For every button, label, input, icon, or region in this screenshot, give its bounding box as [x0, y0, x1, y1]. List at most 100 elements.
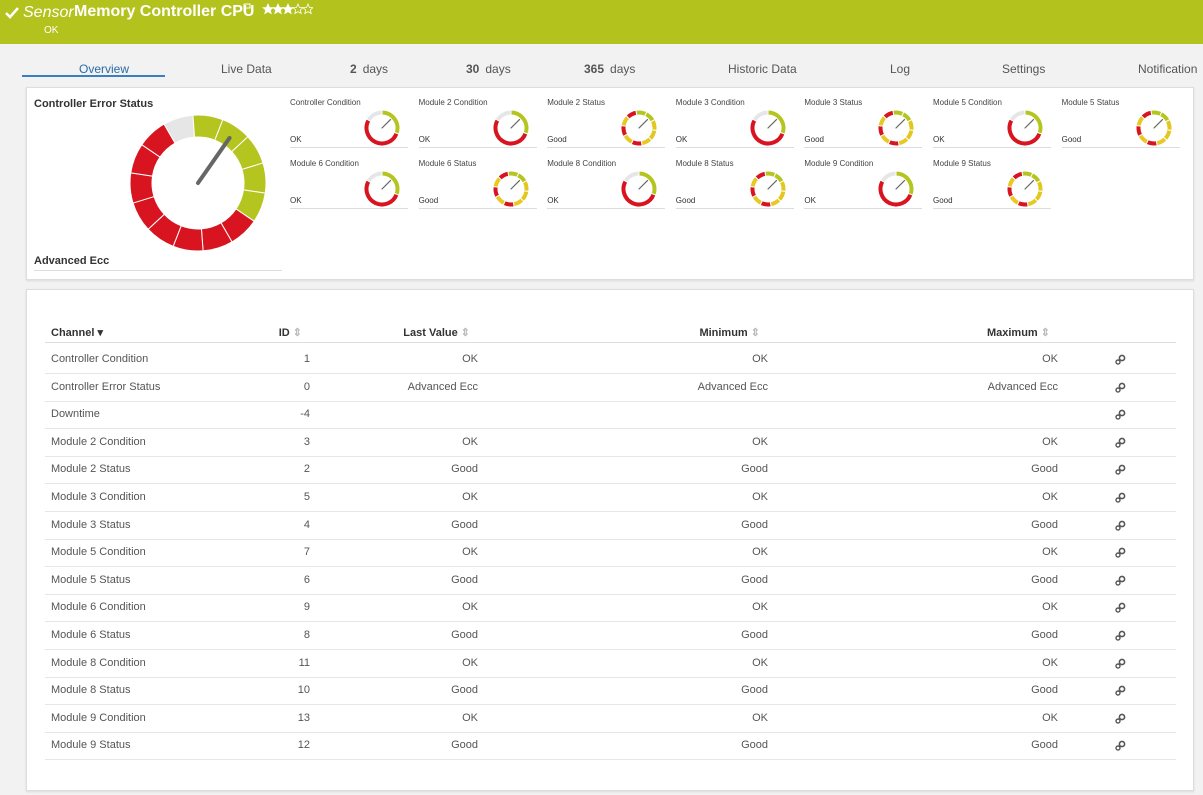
- cell-min: Good: [741, 684, 768, 697]
- small-gauge: [363, 170, 401, 208]
- cell-channel: Module 9 Status: [51, 739, 131, 752]
- gauge-segment: [363, 118, 400, 147]
- channel-settings-icon[interactable]: [1114, 602, 1128, 614]
- cell-min: OK: [752, 711, 768, 724]
- gauge-name: Module 3 Status: [804, 98, 863, 107]
- gauge-name: Module 9 Condition: [804, 159, 874, 168]
- gauge-segment: [638, 170, 658, 196]
- channel-settings-icon[interactable]: [1114, 575, 1128, 587]
- gauge-needle: [895, 118, 906, 129]
- channel-settings-icon[interactable]: [1114, 740, 1128, 752]
- channel-settings-icon[interactable]: [1114, 437, 1128, 449]
- sort-icon[interactable]: ▾: [94, 327, 103, 339]
- cell-last: OK: [462, 435, 478, 448]
- channel-settings-icon[interactable]: [1114, 354, 1128, 366]
- tab[interactable]: Log: [890, 62, 910, 76]
- tab[interactable]: Settings: [1002, 62, 1045, 76]
- cell-id: 7: [303, 546, 310, 559]
- tab-label: Historic Data: [728, 62, 797, 76]
- cell-last: OK: [462, 711, 478, 724]
- gauge-segment: [363, 179, 400, 208]
- row-rule: [45, 483, 1176, 485]
- cell-max: OK: [1042, 546, 1058, 559]
- gauge-value: OK: [290, 135, 302, 144]
- sort-icon[interactable]: ⇕: [747, 327, 760, 339]
- sort-icon[interactable]: ⇕: [1037, 327, 1050, 339]
- gauge-line: [675, 147, 794, 148]
- gauge-value: OK: [675, 135, 688, 144]
- gauge-name: Module 9 Status: [933, 159, 991, 168]
- gauge-segment: [1006, 118, 1043, 147]
- channel-settings-icon[interactable]: [1114, 464, 1128, 476]
- column-header[interactable]: Channel ▾: [51, 327, 103, 339]
- small-gauge: [363, 109, 401, 147]
- column-header[interactable]: ID ⇕: [278, 327, 302, 339]
- table-panel: [26, 289, 1194, 791]
- cell-channel: Module 6 Condition: [51, 601, 146, 614]
- gauge-value: Good: [418, 196, 439, 205]
- cell-id: 2: [303, 463, 310, 476]
- gauge-value: Good: [1061, 135, 1082, 144]
- channel-settings-icon[interactable]: [1114, 409, 1128, 421]
- gauge-value: OK: [804, 196, 816, 205]
- gauge-segment: [898, 136, 911, 147]
- gauge-line: [804, 208, 923, 209]
- cell-min: OK: [752, 656, 768, 669]
- tab-label: days: [485, 62, 511, 76]
- gauge-needle: [1152, 118, 1163, 129]
- channel-settings-icon[interactable]: [1114, 685, 1128, 697]
- channel-settings-icon[interactable]: [1114, 520, 1128, 532]
- cell-last: Good: [451, 684, 478, 697]
- channel-settings-icon[interactable]: [1114, 547, 1128, 559]
- tab[interactable]: Notification: [1138, 62, 1197, 76]
- header-icons: [243, 3, 313, 15]
- gauge-segment: [496, 170, 509, 181]
- gauge-segment: [141, 123, 176, 158]
- cell-id: 1: [303, 353, 310, 365]
- channel-settings-icon[interactable]: [1114, 382, 1128, 394]
- check-icon: [5, 7, 19, 19]
- tab[interactable]: 365 days: [584, 62, 635, 76]
- gauge-segment: [1024, 109, 1044, 135]
- cell-id: 8: [303, 629, 310, 641]
- gauge-needle: [196, 135, 232, 185]
- channel-settings-icon[interactable]: [1114, 658, 1128, 670]
- gauge-value: Good: [933, 196, 953, 205]
- channel-settings-icon[interactable]: [1114, 630, 1128, 642]
- column-header[interactable]: Maximum ⇕: [986, 327, 1050, 339]
- gauge-line: [675, 208, 794, 209]
- small-gauge: [1135, 109, 1173, 147]
- tab[interactable]: Overview: [79, 62, 129, 76]
- tab[interactable]: Live Data: [221, 62, 272, 76]
- tab[interactable]: Historic Data: [728, 62, 797, 76]
- column-header[interactable]: Minimum ⇕: [699, 327, 760, 339]
- gauge-line: [290, 147, 408, 148]
- small-gauge: [1006, 170, 1044, 208]
- cell-last: OK: [462, 546, 478, 559]
- gauge-segment: [749, 118, 786, 147]
- gauge-value: Good: [547, 135, 567, 144]
- gauge-segment: [381, 170, 401, 196]
- small-gauge: [1006, 109, 1044, 147]
- gauge-needle: [381, 118, 392, 129]
- cell-last: OK: [462, 656, 478, 669]
- gauge-needle: [638, 179, 649, 190]
- tab[interactable]: 30 days: [466, 62, 511, 76]
- sort-icon[interactable]: ⇕: [289, 327, 302, 339]
- channel-settings-icon[interactable]: [1114, 492, 1128, 504]
- cell-max: Good: [1031, 629, 1058, 641]
- cell-min: OK: [752, 353, 768, 365]
- cell-id: 6: [303, 573, 310, 586]
- sort-icon[interactable]: ⇕: [457, 327, 470, 339]
- gauge-segment: [640, 136, 653, 147]
- header-bar: Sensor Memory Controller CPU OK: [0, 0, 1203, 44]
- gauge-line: [547, 147, 666, 148]
- small-gauge: [620, 170, 658, 208]
- channel-settings-icon[interactable]: [1114, 713, 1128, 725]
- tab[interactable]: 2 days: [350, 62, 388, 76]
- gauge-value: OK: [933, 135, 945, 144]
- cell-id: 12: [297, 739, 310, 752]
- column-header[interactable]: Last Value ⇕: [403, 327, 470, 339]
- gauge-segment: [1035, 179, 1044, 193]
